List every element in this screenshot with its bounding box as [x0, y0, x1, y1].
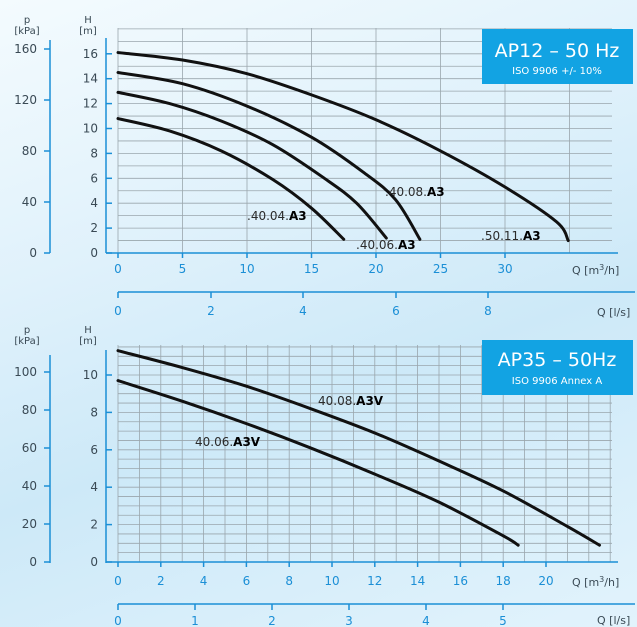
- pressure-tick-label: 40: [22, 479, 37, 493]
- flow-ls-tick-label: 1: [191, 614, 199, 627]
- flow-ls-tick-label: 3: [345, 614, 353, 627]
- pressure-tick-labels: 0 40 80 120 160: [14, 42, 50, 260]
- curves: .40.04.A3 .40.06.A3 .40.08.A3 .50.11.A3: [116, 51, 570, 252]
- pressure-tick-label: 160: [14, 42, 37, 56]
- pressure-tick-label: 0: [29, 246, 37, 260]
- pressure-tick-label: 60: [22, 441, 37, 455]
- flow-m3h-tick-label: 10: [324, 574, 339, 588]
- title-box: [482, 29, 633, 84]
- head-axis-unit: [m]: [79, 336, 97, 347]
- head-tick-label: 14: [83, 72, 98, 86]
- flow-ls-axis-label: Q [l/s]: [597, 306, 630, 319]
- curve-40-04-a3: [116, 117, 346, 241]
- head-tick-label: 4: [90, 196, 98, 210]
- head-tick-label: 0: [90, 246, 98, 260]
- pressure-axis-unit: [kPa]: [14, 336, 39, 347]
- curve-40-08-a3v: [116, 349, 601, 547]
- flow-m3h-tick-label: 20: [368, 262, 383, 276]
- flow-m3h-tick-label: 2: [157, 574, 165, 588]
- curve-label: .40.08.A3: [385, 185, 445, 199]
- flow-m3h-tick-label: 12: [367, 574, 382, 588]
- flow-ls-axis-label: Q [l/s]: [597, 614, 630, 627]
- head-tick-labels: 0 2 4 6 8 10: [83, 368, 112, 569]
- head-tick-label: 8: [90, 405, 98, 419]
- curve-50-11-a3: [116, 51, 570, 243]
- pressure-axis-symbol: p: [24, 15, 30, 26]
- curve-40-08-a3: [116, 70, 422, 241]
- pressure-tick-label: 20: [22, 517, 37, 531]
- flow-ls-tick-label: 2: [268, 614, 276, 627]
- flow-m3h-tick-label: 6: [243, 574, 251, 588]
- flow-ls-tick-label: 4: [422, 614, 430, 627]
- flow-m3h-axis-label: Q [m3/h]: [572, 575, 619, 590]
- head-axis-unit: [m]: [79, 26, 97, 37]
- flow-m3h-tick-label: 0: [114, 262, 122, 276]
- head-tick-label: 2: [90, 221, 98, 235]
- pressure-tick-label: 80: [22, 144, 37, 158]
- head-tick-label: 0: [90, 555, 98, 569]
- flow-m3h-axis-label: Q [m3/h]: [572, 263, 619, 278]
- flow-m3h-tick-label: 15: [304, 262, 319, 276]
- pressure-tick-label: 80: [22, 403, 37, 417]
- head-tick-label: 6: [90, 171, 98, 185]
- head-tick-label: 2: [90, 518, 98, 532]
- flow-ls-tick-label: 6: [392, 304, 400, 318]
- curve-40-06-a3: [116, 90, 388, 240]
- flow-m3h-tick-label: 0: [114, 574, 122, 588]
- flow-m3h-tick-label: 4: [200, 574, 208, 588]
- pressure-axis-symbol: p: [24, 325, 30, 336]
- head-tick-label: 16: [83, 47, 98, 61]
- flow-m3h-tick-label: 10: [239, 262, 254, 276]
- flow-ls-tick-label: 0: [114, 304, 122, 318]
- head-tick-label: 4: [90, 480, 98, 494]
- chart-title: AP35 – 50Hz: [498, 349, 617, 371]
- curve-label: .50.11.A3: [481, 229, 541, 243]
- flow-ls-tick-label: 4: [299, 304, 307, 318]
- pressure-tick-label: 40: [22, 195, 37, 209]
- flow-m3h-tick-label: 20: [538, 574, 553, 588]
- flow-ls-tick-label: 2: [207, 304, 215, 318]
- curve-label: .40.06.A3: [356, 238, 416, 252]
- flow-ls-tick-label: 0: [114, 614, 122, 627]
- head-tick-label: 12: [83, 97, 98, 111]
- chart-title: AP12 – 50 Hz: [495, 40, 620, 62]
- curve-label: 40.08.A3V: [318, 394, 384, 408]
- flow-m3h-tick-label: 25: [433, 262, 448, 276]
- pressure-tick-label: 0: [29, 555, 37, 569]
- flow-ls-tick-label: 5: [499, 614, 507, 627]
- pressure-tick-labels: 0 20 40 60 80 100: [14, 365, 50, 569]
- flow-m3h-tick-label: 18: [496, 574, 511, 588]
- flow-ls-tick-label: 8: [484, 304, 492, 318]
- head-tick-labels: 0 2 4 6 8 10 12 14 16: [83, 47, 112, 260]
- curve-40-06-a3v: [116, 379, 520, 547]
- flow-ls-tick-labels: 0 2 4 6 8: [114, 292, 492, 318]
- pressure-tick-label: 120: [14, 93, 37, 107]
- pressure-axis-unit: [kPa]: [14, 26, 39, 37]
- curve-label: .40.04.A3: [247, 209, 307, 223]
- flow-m3h-tick-labels: 0 5 10 15 20 25 30: [114, 253, 513, 276]
- flow-m3h-tick-labels: 0 2 4 6 8 10 12 14 16 18 20: [114, 562, 554, 588]
- flow-m3h-tick-label: 8: [285, 574, 293, 588]
- curve-label: 40.06.A3V: [195, 435, 261, 449]
- head-tick-label: 10: [83, 368, 98, 382]
- head-tick-label: 8: [90, 146, 98, 160]
- pressure-tick-label: 100: [14, 365, 37, 379]
- flow-ls-tick-labels: 0 1 2 3 4 5: [114, 604, 507, 627]
- flow-m3h-tick-label: 14: [410, 574, 425, 588]
- flow-m3h-tick-label: 16: [453, 574, 468, 588]
- head-tick-label: 6: [90, 443, 98, 457]
- title-box: [482, 340, 633, 395]
- flow-m3h-tick-label: 30: [497, 262, 512, 276]
- curves: 40.06.A3V 40.08.A3V: [116, 349, 601, 547]
- chart-subtitle: ISO 9906 Annex A: [512, 376, 603, 387]
- chart-subtitle: ISO 9906 +/- 10%: [512, 66, 602, 77]
- flow-m3h-tick-label: 5: [179, 262, 187, 276]
- head-tick-label: 10: [83, 122, 98, 136]
- head-axis-symbol: H: [84, 15, 92, 26]
- head-axis-symbol: H: [84, 325, 92, 336]
